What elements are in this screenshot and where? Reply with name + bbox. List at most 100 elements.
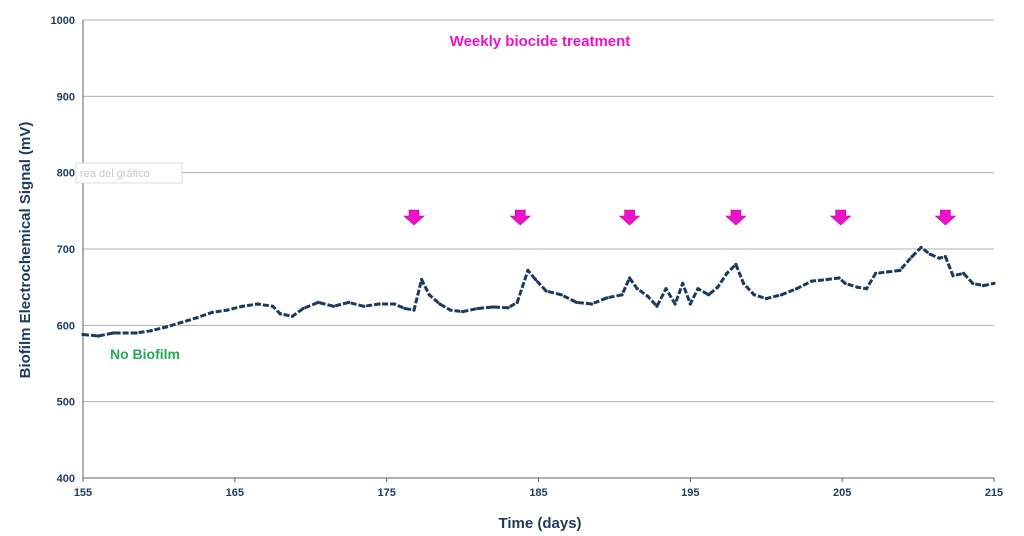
signal-point <box>664 287 668 291</box>
treatment-arrow-icon <box>829 209 852 226</box>
signal-point <box>392 302 396 306</box>
signal-point <box>992 281 996 285</box>
treatment-arrow-icon <box>725 209 747 226</box>
signal-point <box>898 268 902 272</box>
signal-point <box>779 293 784 297</box>
x-tick-label: 185 <box>529 487 547 499</box>
y-tick-label: 500 <box>57 397 75 409</box>
grid-lines <box>83 19 994 479</box>
y-tick-label: 900 <box>57 91 75 103</box>
signal-point <box>96 334 100 338</box>
signal-point <box>331 304 336 308</box>
signal-point <box>646 294 650 298</box>
signal-point <box>210 310 214 314</box>
signal-point <box>725 271 729 275</box>
signal-point <box>837 276 841 280</box>
signal-point <box>533 277 538 282</box>
x-tick-labels: 155 165 175 185 195 205 215 <box>74 478 1003 499</box>
treatment-arrow-icon <box>509 209 532 226</box>
signal-point <box>971 281 975 285</box>
x-tick-label: 165 <box>226 487 244 499</box>
signal-point <box>240 304 244 308</box>
signal-point <box>461 310 465 314</box>
signal-point <box>855 285 860 289</box>
signal-point <box>290 314 295 318</box>
y-axis-title: Biofilm Electrochemical Signal (mV) <box>17 122 34 379</box>
signal-point <box>347 300 351 304</box>
signal-point <box>362 304 366 308</box>
signal-point <box>741 281 746 285</box>
signal-point <box>149 329 153 333</box>
signal-point <box>928 252 932 256</box>
signal-point <box>673 302 677 306</box>
signal-point <box>448 308 452 312</box>
signal-point <box>843 281 847 285</box>
y-tick-label: 700 <box>57 244 75 256</box>
signal-point <box>655 304 659 308</box>
y-tick-label: 400 <box>57 473 75 485</box>
signal-point <box>476 306 480 311</box>
signal-point <box>412 308 416 312</box>
treatment-arrows <box>403 209 957 226</box>
signal-point <box>403 306 407 311</box>
signal-point <box>506 306 510 310</box>
signal-point <box>164 325 169 329</box>
signal-point <box>111 331 115 335</box>
signal-point <box>134 331 138 335</box>
treatment-arrow-icon <box>403 209 425 226</box>
x-tick-label: 205 <box>833 487 851 499</box>
signal-point <box>795 287 799 291</box>
signal-point <box>225 308 229 312</box>
signal-point <box>874 271 878 275</box>
signal-point <box>688 302 692 306</box>
treatment-arrow-icon <box>934 209 957 226</box>
signal-point <box>962 271 966 275</box>
signal-point <box>180 320 184 324</box>
y-tick-label: 1000 <box>51 15 75 27</box>
signal-point <box>825 277 829 282</box>
signal-point <box>195 316 199 320</box>
signal-point <box>301 306 305 311</box>
signal-point <box>635 287 639 291</box>
ghost-label-box <box>75 162 183 184</box>
signal-point <box>943 255 948 259</box>
signal-point <box>937 256 941 260</box>
signal-point <box>438 302 442 306</box>
signal-point <box>752 293 756 297</box>
signal-point <box>981 284 986 288</box>
signal-point <box>544 289 548 293</box>
signal-point <box>910 255 914 259</box>
y-tick-labels: 400 500 600 700 800 900 1000 <box>51 15 75 485</box>
signal-point <box>734 262 738 266</box>
signal-point <box>886 270 890 274</box>
signal-point <box>707 293 711 297</box>
treatment-label: Weekly biocide treatment <box>450 33 631 50</box>
treatment-arrow-icon <box>618 209 641 226</box>
signal-point <box>278 312 282 316</box>
signal-point <box>491 305 495 309</box>
signal-point <box>620 293 624 297</box>
signal-point <box>919 245 923 250</box>
signal-point <box>271 304 275 308</box>
y-tick-label: 600 <box>57 320 75 332</box>
x-tick-label: 155 <box>74 487 92 499</box>
signal-point <box>590 302 594 306</box>
signal-point <box>81 332 85 337</box>
y-tick-label: 800 <box>57 168 75 180</box>
signal-point <box>316 300 320 304</box>
ghost-label: rea del gráfico <box>80 168 150 180</box>
signal-point <box>256 302 260 306</box>
signal-point <box>526 268 530 272</box>
signal-point <box>951 274 955 278</box>
signal-point <box>628 276 632 280</box>
signal-point <box>864 287 869 291</box>
signal-point <box>427 293 431 297</box>
data-series <box>81 245 996 338</box>
x-tick-label: 175 <box>377 487 395 499</box>
signal-point <box>515 300 519 304</box>
x-tick-label: 195 <box>681 487 699 499</box>
x-axis-title: Time (days) <box>498 515 581 532</box>
no-biofilm-label: No Biofilm <box>110 346 180 362</box>
signal-point <box>420 277 424 282</box>
